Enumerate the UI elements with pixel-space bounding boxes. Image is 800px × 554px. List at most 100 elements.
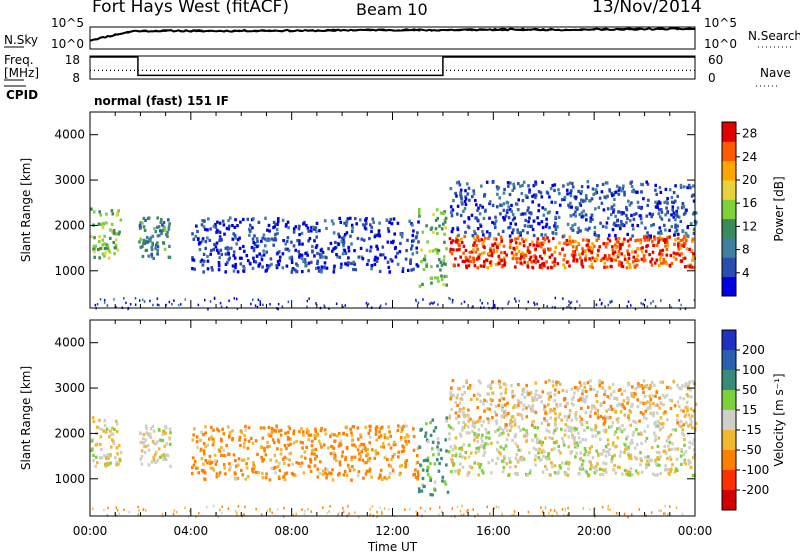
velocity-pixel <box>664 504 666 508</box>
velocity-pixel <box>618 426 622 430</box>
power-pixel <box>236 270 240 274</box>
power-pixel <box>610 207 613 211</box>
power-pixel <box>269 303 271 306</box>
power-pixel <box>674 225 677 229</box>
velocity-pixel <box>281 457 285 461</box>
velocity-pixel <box>103 423 107 428</box>
power-pixel <box>605 265 609 269</box>
velocity-pixel <box>490 441 493 445</box>
velocity-pixel <box>362 442 366 447</box>
power-pixel <box>286 247 289 251</box>
velocity-pixel <box>655 411 659 415</box>
power-pixel <box>611 245 614 249</box>
power-pixel <box>252 298 254 301</box>
power-pixel <box>301 242 304 246</box>
power-pixel <box>308 237 312 241</box>
power-pixel <box>508 181 512 185</box>
velocity-pixel <box>686 405 689 409</box>
power-pixel <box>350 223 354 227</box>
velocity-pixel <box>524 431 528 435</box>
power-pixel <box>612 203 616 207</box>
velocity-pixel <box>479 381 482 385</box>
power-pixel <box>209 252 212 256</box>
velocity-pixel <box>467 508 469 512</box>
velocity-pixel <box>478 419 482 423</box>
power-pixel <box>360 237 364 241</box>
power-pixel <box>472 243 475 247</box>
velocity-pixel <box>242 458 246 462</box>
power-pixel <box>499 235 503 239</box>
velocity-pixel <box>433 462 437 466</box>
velocity-pixel <box>541 470 545 474</box>
power-pixel <box>475 244 478 248</box>
power-pixel <box>585 194 588 198</box>
power-pixel <box>474 232 477 236</box>
power-pixel <box>214 225 218 229</box>
power-pixel <box>619 246 622 250</box>
velocity-pixel <box>414 475 418 479</box>
power-pixel <box>327 247 330 251</box>
power-pixel <box>553 257 557 261</box>
velocity-pixel <box>399 425 402 429</box>
velocity-pixel <box>312 448 315 452</box>
power-pixel <box>269 257 273 261</box>
power-pixel <box>362 223 365 227</box>
velocity-pixel <box>444 438 447 442</box>
power-pixel <box>539 191 543 195</box>
power-pixel <box>617 192 621 196</box>
velocity-pixel <box>640 470 644 474</box>
velocity-pixel <box>228 468 231 472</box>
velocity-pixel <box>479 415 482 420</box>
velocity-pixel <box>255 507 257 511</box>
velocity-pixel <box>173 509 176 512</box>
power-pixel <box>572 259 575 263</box>
velocity-pixel <box>603 417 607 421</box>
power-pixel <box>585 218 588 222</box>
power-pixel <box>252 249 256 253</box>
velocity-pixel <box>322 506 324 509</box>
velocity-pixel <box>256 452 259 456</box>
power-pixel <box>518 299 520 303</box>
power-pixel <box>352 260 355 264</box>
velocity-pixel <box>578 415 582 419</box>
velocity-pixel <box>94 455 98 459</box>
power-pixel <box>473 229 476 233</box>
power-pixel <box>156 303 159 307</box>
velocity-pixel <box>477 449 481 453</box>
velocity-pixel <box>687 432 690 436</box>
velocity-pixel <box>627 452 630 456</box>
velocity-pixel <box>604 444 608 449</box>
velocity-pixel <box>608 386 611 390</box>
velocity-pixel <box>305 445 308 449</box>
power-pixel <box>467 186 471 190</box>
power-pixel <box>292 230 296 234</box>
power-pixel <box>680 259 684 263</box>
velocity-pixel <box>243 513 245 517</box>
velocity-pixel <box>589 467 592 471</box>
power-pixel <box>502 244 506 248</box>
power-pixel <box>394 255 398 259</box>
power-pixel <box>379 304 382 307</box>
velocity-pixel <box>564 509 566 512</box>
velocity-pixel <box>146 444 150 448</box>
power-pixel <box>569 194 573 198</box>
velocity-pixel <box>557 470 560 474</box>
velocity-pixel <box>445 416 449 420</box>
velocity-pixel <box>247 426 251 430</box>
velocity-pixel <box>589 387 592 391</box>
power-pixel <box>480 184 483 188</box>
power-pixel <box>672 191 676 195</box>
velocity-pixel <box>627 515 629 519</box>
power-pixel <box>587 245 591 249</box>
velocity-pixel <box>668 455 672 459</box>
velocity-pixel <box>663 449 667 453</box>
velocity-pixel <box>374 427 378 431</box>
velocity-colorbar-label: -15 <box>742 423 762 437</box>
velocity-pixel <box>469 451 473 455</box>
velocity-pixel <box>393 440 396 444</box>
velocity-pixel <box>441 475 445 479</box>
velocity-pixel <box>542 454 545 458</box>
power-pixel <box>287 300 290 304</box>
velocity-pixel <box>511 395 515 399</box>
